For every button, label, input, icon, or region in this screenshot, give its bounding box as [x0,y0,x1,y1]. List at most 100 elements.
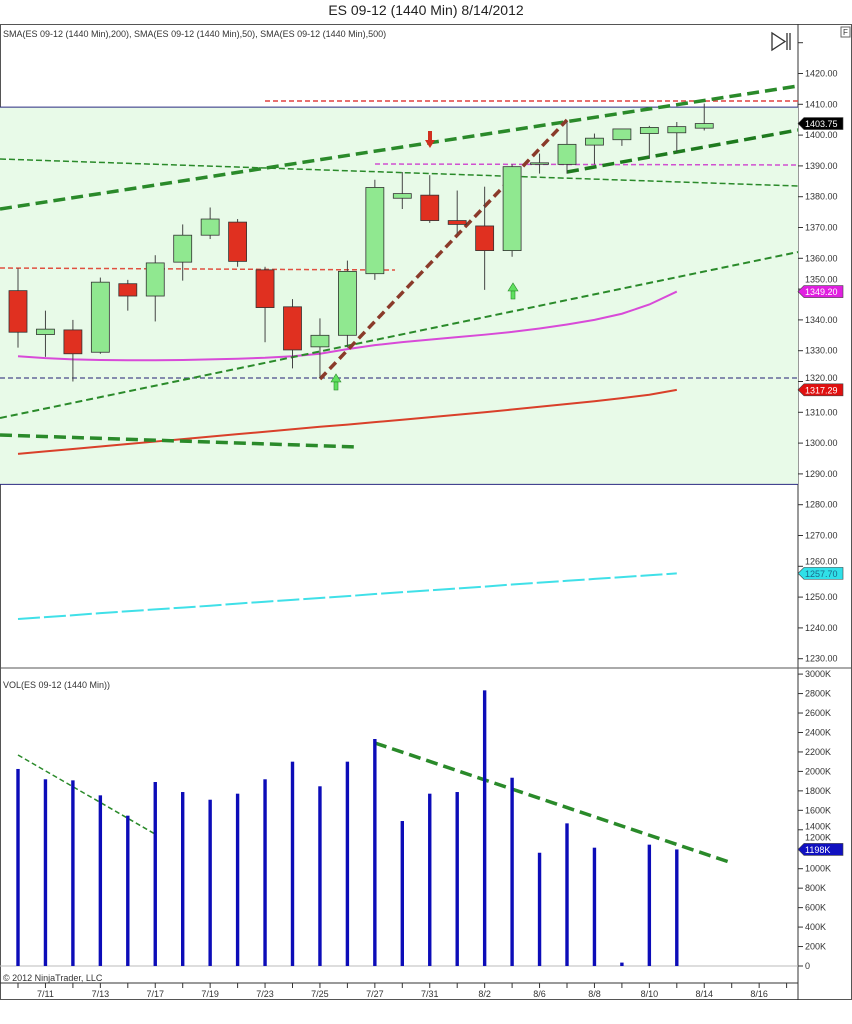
price-tick-label: 1260.00 [805,556,838,566]
volume-bar[interactable] [126,815,130,966]
candle-body [63,329,83,355]
trendline-lower-channel[interactable] [566,128,799,174]
candle[interactable] [8,268,28,348]
volume-bar[interactable] [592,847,597,966]
candle[interactable] [557,122,577,174]
volume-tick-label: 3000K [805,669,831,679]
volume-bar[interactable] [482,690,487,966]
volume-bar[interactable] [345,761,350,966]
volume-label: VOL(ES 09-12 (1440 Min)) [3,680,110,690]
volume-bar[interactable] [181,792,185,966]
volume-trendline-long[interactable] [374,741,733,865]
candle[interactable] [612,128,632,146]
tag-label: 1257.70 [805,569,838,579]
tag-shape [797,567,844,580]
trendline-brown-rally[interactable] [318,118,569,381]
f-button[interactable]: F [840,26,851,38]
price-tick-label: 1390.00 [805,161,838,171]
candle[interactable] [392,172,412,210]
volume-trendline-short[interactable] [17,754,156,835]
tag-label: 1349.20 [805,287,838,297]
candle[interactable] [420,175,440,223]
trendline-short-bottom[interactable] [0,433,359,449]
volume-bar[interactable] [235,793,240,966]
volume-bar[interactable] [400,821,404,966]
tag-shape [797,383,844,397]
candle[interactable] [63,319,83,382]
candle[interactable] [667,122,687,153]
arrow-down-icon[interactable] [425,131,435,148]
volume-bar[interactable] [510,777,514,966]
horizontal-line-red-mid[interactable] [0,267,396,271]
volume-bar[interactable] [675,849,679,966]
trendline-thin-descending[interactable] [0,158,799,187]
volume-bar[interactable] [428,793,432,966]
candle-body [694,123,714,129]
volume-bar[interactable] [43,779,48,966]
candle[interactable] [585,133,604,165]
candle[interactable] [639,125,659,159]
candle[interactable] [145,255,165,322]
price-tick-label: 1410.00 [805,99,838,109]
volume-bar[interactable] [373,738,377,966]
x-tick-label: 7/25 [311,989,329,999]
candle[interactable] [530,153,549,174]
tag-shape [797,843,844,856]
volume-bar[interactable] [647,844,652,966]
arrow-up-icon[interactable] [507,282,519,300]
x-tick-label: 8/16 [750,989,768,999]
volume-bar[interactable] [16,768,20,966]
volume-bar[interactable] [318,786,322,966]
candle[interactable] [228,219,248,267]
volume-bar[interactable] [98,795,103,966]
candle[interactable] [255,266,275,343]
indicator-label: SMA(ES 09-12 (1440 Min),200), SMA(ES 09-… [3,29,386,39]
sma-line-500[interactable] [17,572,677,620]
horizontal-line-magenta[interactable] [374,163,799,166]
price-tick-label: 1320.00 [805,373,838,383]
volume-bar[interactable] [71,780,75,966]
candle[interactable] [173,224,193,281]
candle-body [502,166,522,251]
volume-bar[interactable] [455,792,459,966]
volume-bar[interactable] [290,761,295,966]
candle[interactable] [310,318,330,379]
sma-line-200[interactable] [17,388,677,455]
x-tick-label: 7/13 [92,989,110,999]
drawings[interactable] [0,84,799,865]
candle[interactable] [118,279,138,311]
candle[interactable] [90,277,110,354]
candle[interactable] [36,310,55,357]
trendline-upper-channel[interactable] [0,84,799,211]
volume-tick-label: 2800K [805,689,831,699]
candle[interactable] [502,164,522,257]
x-tick-label: 7/11 [37,989,54,999]
candle[interactable] [475,186,495,290]
candle-body [8,290,28,333]
arrow-up-icon[interactable] [330,373,342,391]
candle[interactable] [694,103,714,131]
volume-bar[interactable] [565,823,569,966]
play-to-end-icon[interactable] [771,31,791,52]
sma-line-50[interactable] [17,290,678,362]
candle[interactable] [365,179,385,280]
candle[interactable] [283,299,302,369]
volume-tick-label: 400K [805,922,826,932]
candle[interactable] [447,190,467,234]
last-value-tag: 1257.70 [797,567,844,580]
volume-bar[interactable] [153,782,157,966]
volume-bar[interactable] [208,799,212,966]
volume-bar[interactable] [620,962,624,966]
candle[interactable] [200,207,220,240]
candle-body [639,127,659,134]
candle[interactable] [337,260,357,348]
trendline-thin-ascending[interactable] [0,251,799,419]
chart-title: ES 09-12 (1440 Min) 8/14/2012 [328,2,524,18]
price-tick-label: 1290.00 [805,469,838,479]
volume-bar[interactable] [263,779,267,966]
candle-body [365,187,385,275]
f-button-label: F [843,28,848,37]
volume-bar[interactable] [537,852,542,966]
tag-label: 1317.29 [805,385,838,395]
